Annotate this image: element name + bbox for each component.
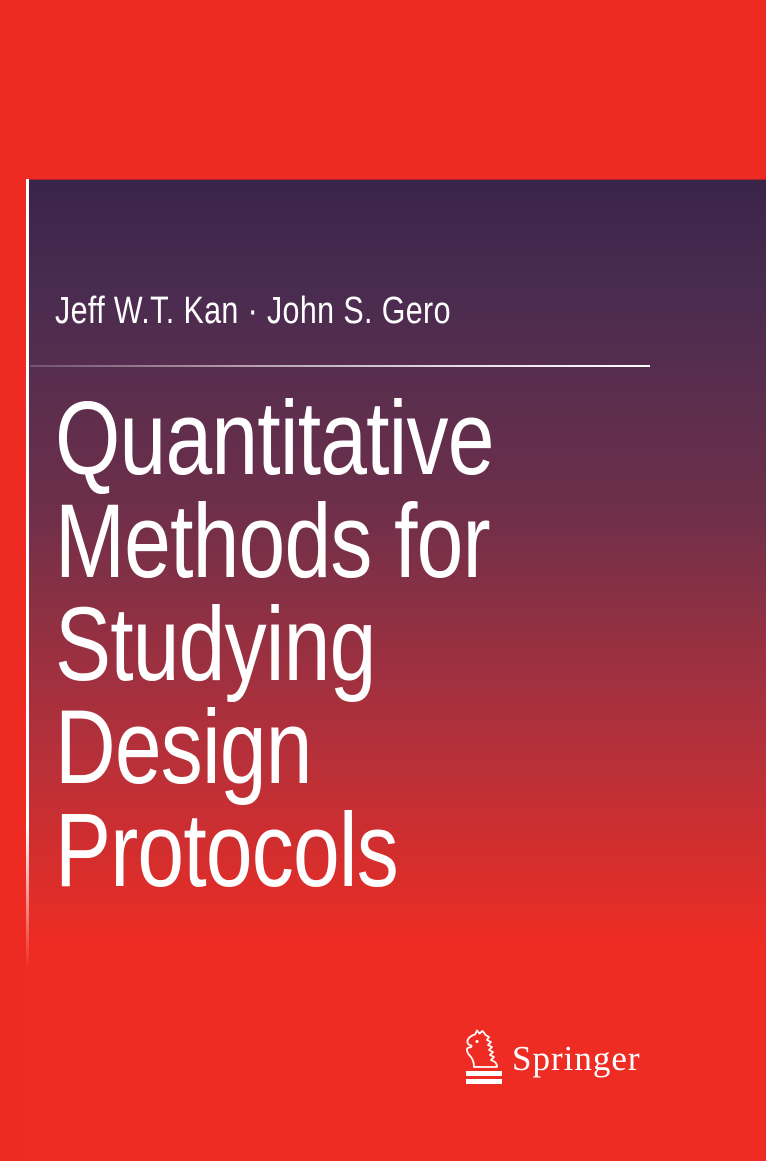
book-title: Quantitative Methods for Studying Design… xyxy=(55,380,494,909)
title-line-5: Protocols xyxy=(55,792,399,909)
springer-logo: Springer xyxy=(464,1029,654,1087)
author-line: Jeff W.T. Kan · John S. Gero xyxy=(55,290,451,332)
author-title-divider xyxy=(30,365,650,367)
title-line-4: Design xyxy=(55,689,312,806)
springer-horse-knight-icon xyxy=(466,1029,502,1084)
panel-left-white-line xyxy=(26,179,29,969)
springer-wordmark: Springer xyxy=(512,1039,641,1078)
title-line-2: Methods for xyxy=(55,483,491,600)
title-line-3: Studying xyxy=(55,586,376,703)
title-line-1: Quantitative xyxy=(55,380,494,497)
gradient-panel: Jeff W.T. Kan · John S. Gero Quantitativ… xyxy=(29,179,766,1161)
